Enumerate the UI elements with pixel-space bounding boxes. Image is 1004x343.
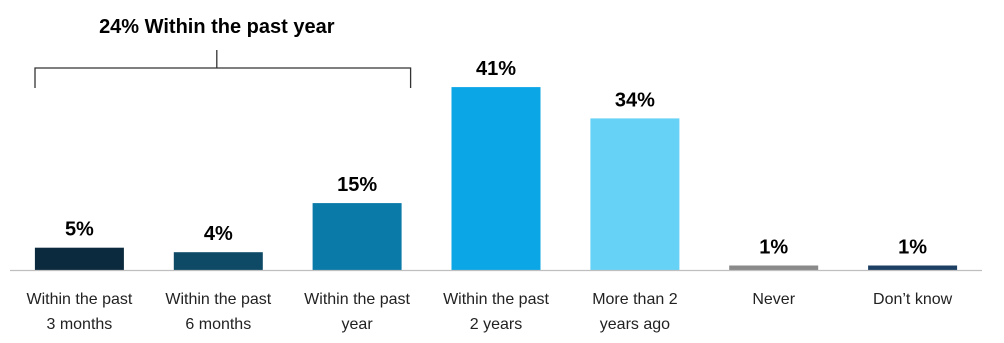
category-label-0: Within the past 3 months [26,291,132,333]
bar-0 [34,247,124,270]
bar-6 [868,265,958,270]
category-label-3: Within the past 2 years [443,291,549,333]
bar-1 [173,252,263,270]
value-label-1: 4% [204,223,233,245]
annotation-label: 24% Within the past year [99,16,335,38]
category-label-2: Within the past year [304,291,410,333]
value-label-2: 15% [337,174,377,196]
value-labels: 5% 4% 15% 41% 34% 1% 1% [65,58,927,258]
category-label-6: Don’t know [873,291,953,308]
bar-3 [451,87,541,270]
category-label-4: More than 2 years ago [592,291,677,333]
bars [34,87,958,271]
value-label-0: 5% [65,219,94,241]
bar-4 [590,118,680,271]
value-label-3: 41% [476,58,516,80]
bar-2 [312,203,402,270]
bar-5 [729,265,819,270]
category-labels: Within the past 3 months Within the past 6 … [26,291,952,333]
category-label-1: Within the past 6 months [165,291,271,333]
category-label-5: Never [752,291,795,308]
value-label-6: 1% [898,237,927,259]
annotation-bracket [34,50,412,88]
bracket-line [34,50,412,88]
value-label-5: 1% [759,237,788,259]
value-label-4: 34% [615,89,655,111]
